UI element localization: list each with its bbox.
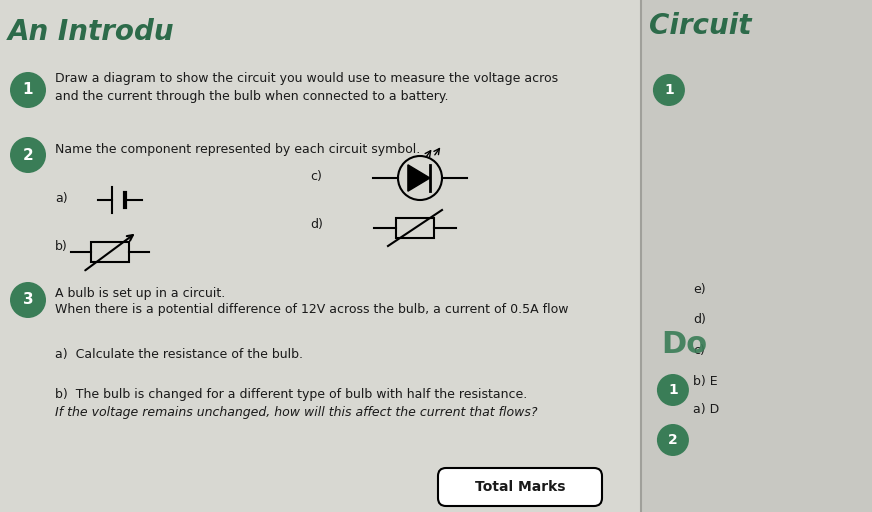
Text: e): e): [693, 283, 705, 296]
Text: 1: 1: [664, 83, 674, 97]
Text: b): b): [55, 240, 68, 253]
Text: Do: Do: [661, 330, 707, 359]
Text: 3: 3: [23, 292, 33, 308]
Text: 1: 1: [668, 383, 678, 397]
Text: Draw a diagram to show the circuit you would use to measure the voltage acros: Draw a diagram to show the circuit you w…: [55, 72, 558, 85]
Text: c): c): [693, 344, 705, 357]
Text: b)  The bulb is changed for a different type of bulb with half the resistance.: b) The bulb is changed for a different t…: [55, 388, 528, 401]
Circle shape: [657, 424, 689, 456]
Bar: [641, 0, 872, 512]
Text: An Introdu: An Introdu: [8, 18, 174, 46]
Text: c): c): [310, 170, 322, 183]
Text: a): a): [55, 192, 68, 205]
Text: a) D: a) D: [693, 403, 719, 416]
Circle shape: [10, 72, 46, 108]
Bar: [91, 242, 129, 262]
Text: b) E: b) E: [693, 375, 718, 388]
Polygon shape: [408, 165, 430, 191]
Text: d): d): [693, 313, 705, 327]
FancyBboxPatch shape: [438, 468, 602, 506]
Text: 2: 2: [23, 147, 33, 162]
Text: 2: 2: [668, 433, 678, 447]
Text: a)  Calculate the resistance of the bulb.: a) Calculate the resistance of the bulb.: [55, 348, 303, 361]
Text: If the voltage remains unchanged, how will this affect the current that flows?: If the voltage remains unchanged, how wi…: [55, 406, 537, 419]
Text: Total Marks: Total Marks: [474, 480, 565, 494]
Text: 1: 1: [23, 82, 33, 97]
Text: When there is a potential difference of 12V across the bulb, a current of 0.5A f: When there is a potential difference of …: [55, 303, 569, 316]
Bar: [396, 218, 434, 238]
Text: A bulb is set up in a circuit.: A bulb is set up in a circuit.: [55, 287, 225, 300]
Text: d): d): [310, 218, 323, 231]
Circle shape: [653, 74, 685, 106]
Circle shape: [657, 374, 689, 406]
Circle shape: [10, 282, 46, 318]
Text: Name the component represented by each circuit symbol.: Name the component represented by each c…: [55, 143, 420, 156]
Text: and the current through the bulb when connected to a battery.: and the current through the bulb when co…: [55, 90, 448, 103]
Text: Circuit: Circuit: [649, 12, 752, 40]
Circle shape: [10, 137, 46, 173]
